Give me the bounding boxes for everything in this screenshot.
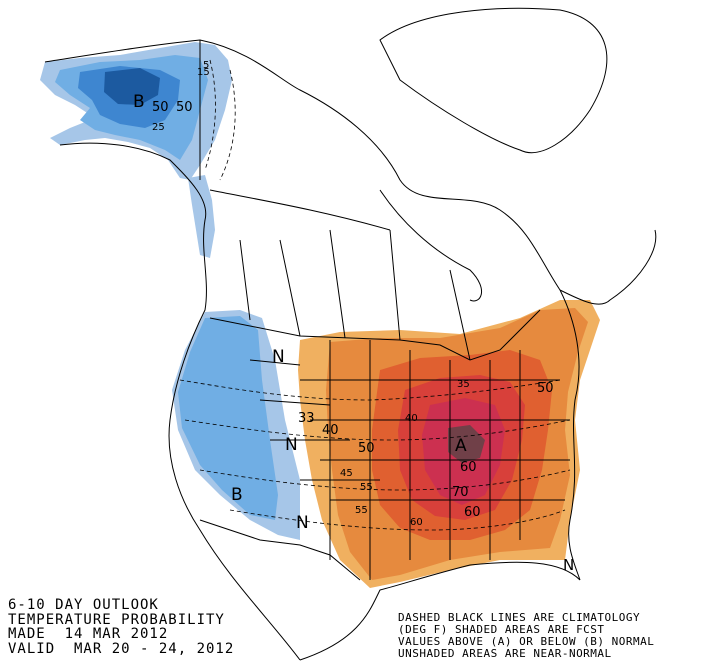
legend-line-1: DASHED BLACK LINES ARE CLIMATOLOGY	[398, 611, 641, 624]
label-c60b: 60	[464, 505, 481, 520]
legend-line-2: (DEG F) SHADED AREAS ARE FCST	[398, 623, 605, 636]
label-c55: 55	[360, 482, 373, 493]
map-labels: B 50 50 25 15 5 B A N N N N 33 40 40 50 …	[133, 60, 574, 574]
us-states-grid	[249, 340, 570, 580]
label-c60: 60	[460, 460, 477, 475]
title-line-2: TEMPERATURE PROBABILITY	[8, 611, 225, 628]
label-ak-5: 5	[203, 60, 209, 71]
label-ak-50: 50	[152, 100, 169, 115]
clim-line-3	[199, 469, 571, 491]
hudson-bay	[379, 189, 482, 302]
us-mexico-border	[199, 519, 361, 581]
label-c33: 33	[298, 411, 315, 426]
label-c55b: 55	[355, 505, 368, 516]
label-c50: 50	[358, 441, 375, 456]
label-c40b: 40	[405, 413, 418, 424]
title-line-4: VALID MAR 20 - 24, 2012	[8, 640, 235, 657]
label-c60c: 60	[410, 517, 423, 528]
geography-lines	[44, 7, 657, 661]
legend-line-3: VALUES ABOVE (A) OR BELOW (B) NORMAL	[398, 635, 655, 648]
clim-line-5	[204, 59, 216, 171]
label-c45: 45	[340, 468, 353, 479]
above-80	[448, 425, 485, 463]
label-b-west: B	[231, 485, 243, 505]
label-n-1: N	[272, 347, 285, 367]
greenland	[379, 7, 608, 154]
label-c70: 70	[452, 485, 469, 500]
west-below-normal-region	[172, 310, 300, 540]
title-line-1: 6-10 DAY OUTLOOK	[8, 597, 159, 613]
alaska-below-normal-region	[40, 42, 232, 258]
outlook-title-block: 6-10 DAY OUTLOOK TEMPERATURE PROBABILITY M…	[8, 598, 234, 656]
canada-provinces	[209, 189, 471, 361]
legend-line-4: UNSHADED AREAS ARE NEAR-NORMAL	[398, 647, 612, 660]
east-above-normal-region	[298, 300, 600, 588]
label-n-2: N	[285, 435, 298, 455]
west-below-40	[178, 316, 278, 520]
alaska-below-60	[104, 68, 160, 105]
alaska-panhandle	[188, 175, 215, 258]
label-n-3: N	[296, 513, 309, 533]
north-america-coast	[44, 39, 657, 661]
legend-note: DASHED BLACK LINES ARE CLIMATOLOGY (DEG F…	[398, 612, 654, 660]
clim-line-4	[229, 509, 566, 531]
clim-line-2	[184, 419, 571, 441]
label-b-alaska: B	[133, 92, 145, 112]
label-c50b: 50	[537, 381, 554, 396]
label-a-center: A	[455, 436, 467, 456]
label-ak-25: 25	[152, 122, 165, 133]
climatology-lines	[179, 59, 571, 531]
label-n-4: N	[563, 556, 574, 574]
clim-line-1	[179, 379, 561, 401]
label-ak-15: 15	[197, 67, 210, 78]
label-ak-50b: 50	[176, 100, 193, 115]
label-c40: 40	[322, 423, 339, 438]
title-line-3: MADE 14 MAR 2012	[8, 626, 169, 642]
clim-line-6	[219, 69, 236, 181]
label-c35: 35	[457, 379, 470, 390]
